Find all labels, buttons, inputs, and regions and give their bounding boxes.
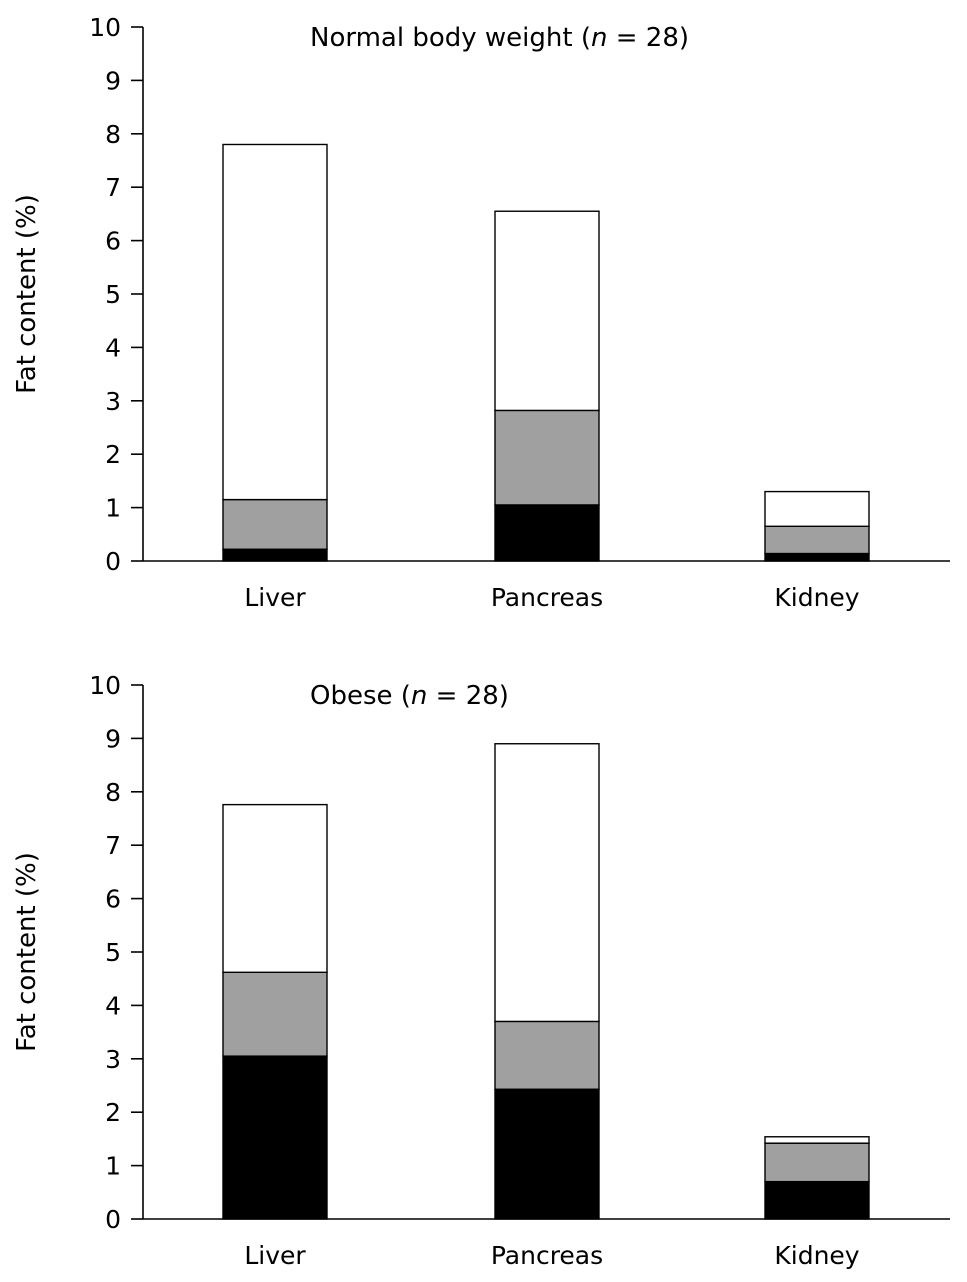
x-category-label: Liver <box>244 1241 306 1270</box>
y-tick-label: 9 <box>105 724 121 753</box>
kidney-bottom-segment <box>764 552 870 562</box>
liver-middle-segment <box>222 971 328 1057</box>
y-tick-label: 8 <box>105 778 121 807</box>
chart-title-main: Obese ( <box>310 681 411 711</box>
kidney-top-segment <box>764 490 870 527</box>
kidney-bottom-segment <box>764 1180 870 1220</box>
pancreas-bottom-segment <box>494 504 600 562</box>
y-tick-label: 4 <box>105 991 121 1020</box>
pancreas-bottom-segment <box>494 1088 600 1220</box>
x-category-label: Pancreas <box>491 1241 603 1270</box>
liver-bottom-segment <box>222 1055 328 1220</box>
y-tick-label: 0 <box>105 547 121 576</box>
bar-liver <box>222 143 328 562</box>
x-category-label: Pancreas <box>491 583 603 612</box>
x-category-label: Kidney <box>774 583 859 612</box>
y-tick-label: 0 <box>105 1205 121 1234</box>
y-tick-label: 1 <box>105 494 121 523</box>
y-tick-label: 9 <box>105 66 121 95</box>
liver-top-segment <box>222 803 328 973</box>
y-tick-label: 3 <box>105 387 121 416</box>
x-category-label: Liver <box>244 583 306 612</box>
chart-panel-2: 0 1 2 3 4 5 6 7 8 9 10 Liver Pancreas Kidney Obese (n … <box>12 671 950 1270</box>
bar-pancreas <box>494 743 600 1220</box>
y-tick-label: 8 <box>105 120 121 149</box>
liver-bottom-segment <box>222 548 328 562</box>
pancreas-middle-segment <box>494 1020 600 1090</box>
liver-middle-segment <box>222 498 328 550</box>
y-tick-label: 2 <box>105 440 121 469</box>
chart-title-n: n <box>591 23 607 53</box>
pancreas-top-segment <box>494 210 600 412</box>
liver-top-segment <box>222 143 328 501</box>
chart-title: Normal body weight (n = 28) <box>310 23 689 53</box>
pancreas-middle-segment <box>494 409 600 506</box>
y-tick-label: 5 <box>105 280 121 309</box>
y-tick-label: 2 <box>105 1098 121 1127</box>
y-axis-label: Fat content (%) <box>12 194 42 394</box>
y-tick-label: 6 <box>105 227 121 256</box>
y-tick-label: 7 <box>105 173 121 202</box>
kidney-middle-segment <box>764 1142 870 1183</box>
y-tick-label: 5 <box>105 938 121 967</box>
y-tick-label: 10 <box>89 13 121 42</box>
y-axis-label: Fat content (%) <box>12 852 42 1052</box>
y-tick-label: 10 <box>89 671 121 700</box>
chart-title-n: n <box>411 681 427 711</box>
chart-title-rest: = 28) <box>607 23 689 53</box>
bar-pancreas <box>494 210 600 562</box>
chart-title-main: Normal body weight ( <box>310 23 591 53</box>
y-tick-label: 3 <box>105 1045 121 1074</box>
chart-title: Obese (n = 28) <box>310 681 509 711</box>
kidney-top-segment <box>764 1136 870 1144</box>
bar-kidney <box>764 1136 870 1220</box>
chart-title-rest: = 28) <box>427 681 509 711</box>
bar-kidney <box>764 490 870 562</box>
chart-panel-1: 0 1 2 3 4 5 6 7 8 9 10 Liver Pancreas Kidney Normal bo… <box>12 13 950 612</box>
y-tick-label: 1 <box>105 1152 121 1181</box>
y-tick-label: 7 <box>105 831 121 860</box>
pancreas-top-segment <box>494 743 600 1023</box>
kidney-middle-segment <box>764 525 870 555</box>
x-category-label: Kidney <box>774 1241 859 1270</box>
y-tick-label: 6 <box>105 885 121 914</box>
bar-liver <box>222 803 328 1220</box>
y-tick-label: 4 <box>105 333 121 362</box>
